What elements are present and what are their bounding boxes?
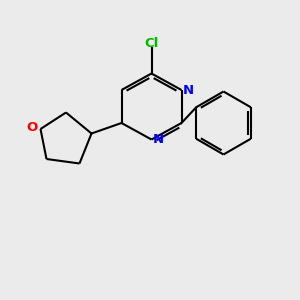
Text: N: N: [182, 83, 194, 97]
Text: N: N: [152, 133, 164, 146]
Text: Cl: Cl: [144, 37, 159, 50]
Text: O: O: [26, 121, 38, 134]
